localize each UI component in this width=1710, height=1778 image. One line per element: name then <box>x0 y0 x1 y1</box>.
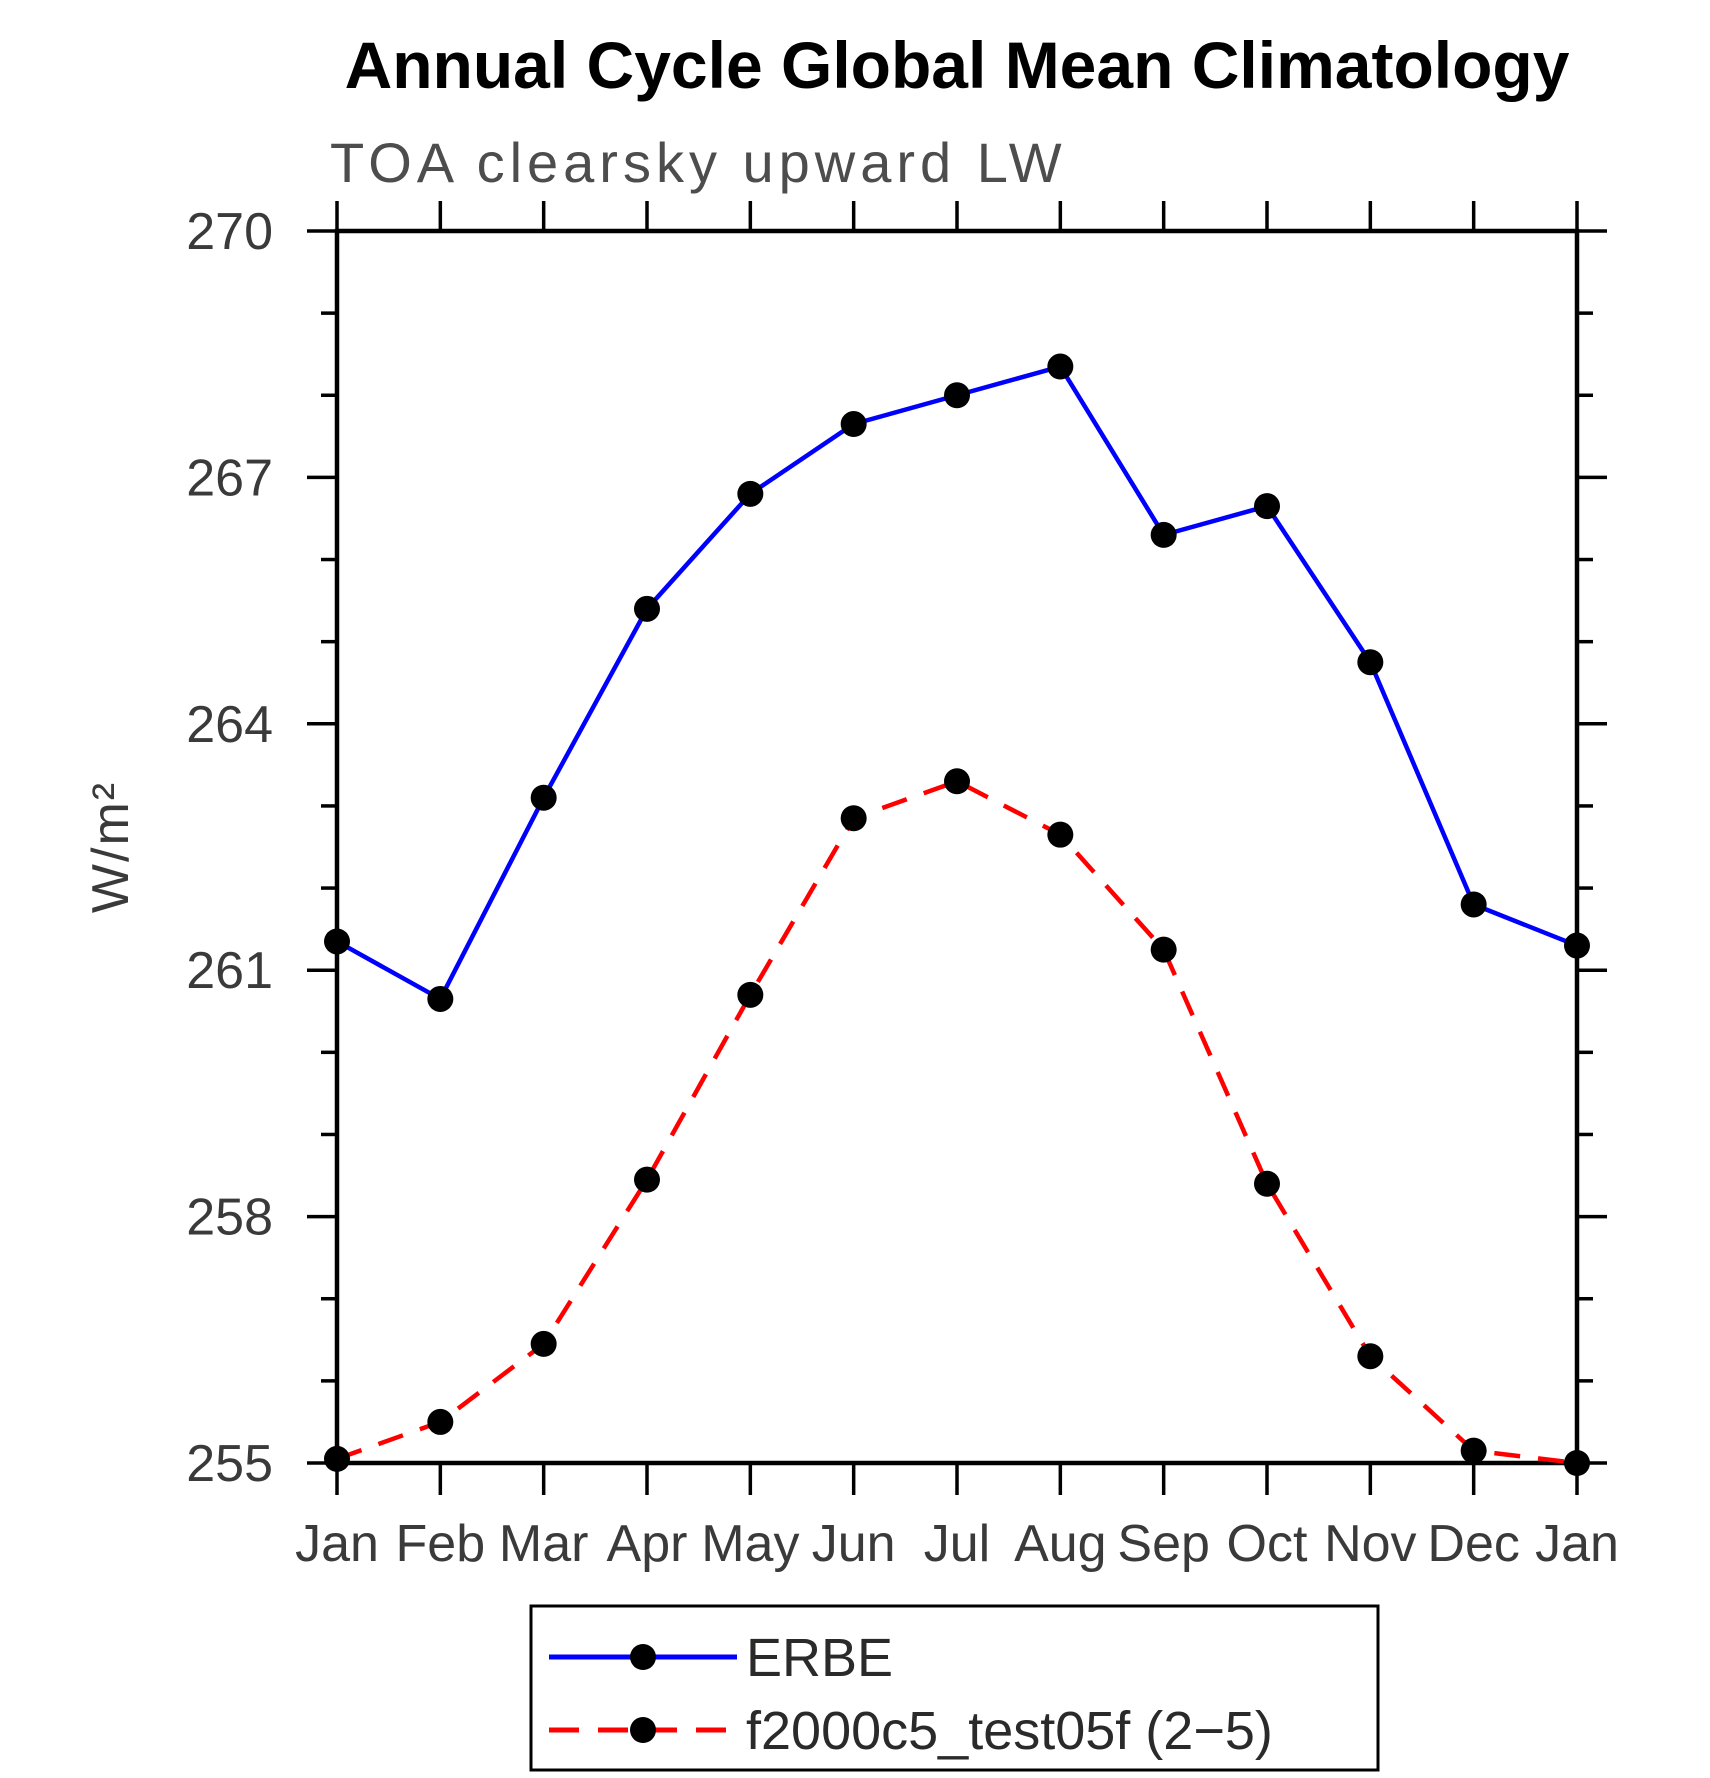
data-point-series-0 <box>634 595 660 622</box>
data-point-series-1 <box>1047 821 1074 848</box>
data-point-series-0 <box>530 784 557 811</box>
x-tick-label: Jan <box>295 1515 379 1573</box>
legend: ERBE f2000c5_test05f (2−5) <box>529 1604 1380 1772</box>
data-point-series-1 <box>427 1408 454 1435</box>
series-line-0 <box>335 364 1578 1002</box>
data-point-series-0 <box>324 928 350 955</box>
legend-marker-erbe <box>630 1644 656 1670</box>
legend-label-f2000c5: f2000c5_test05f (2−5) <box>746 1701 1273 1761</box>
data-point-series-1 <box>324 1445 350 1472</box>
plot-area: Jan Feb Mar Apr May Jun Jul Aug Sep Oct Nov Dec Jan 2… <box>186 201 1619 1573</box>
data-point-series-0 <box>1254 493 1280 520</box>
data-point-series-0 <box>944 382 970 409</box>
x-tick-label: Aug <box>1014 1515 1107 1573</box>
data-point-series-1 <box>944 768 970 795</box>
data-point-series-0 <box>737 480 764 507</box>
legend-box <box>529 1604 1380 1772</box>
data-point-series-0 <box>840 411 867 438</box>
x-tick-label: Sep <box>1117 1515 1210 1573</box>
data-point-series-0 <box>1564 932 1590 959</box>
x-tick-label: Nov <box>1324 1515 1416 1573</box>
x-tick-label: Dec <box>1427 1515 1519 1573</box>
x-tick-label: Apr <box>607 1515 688 1573</box>
y-tick-label: 264 <box>186 696 273 754</box>
data-point-series-0 <box>1357 649 1384 676</box>
y-tick-label: 270 <box>186 203 273 261</box>
y-tick-label: 258 <box>186 1189 273 1247</box>
data-point-series-1 <box>1460 1437 1487 1464</box>
data-point-series-0 <box>1150 521 1177 548</box>
data-point-series-1 <box>1150 936 1177 963</box>
x-tick-label: Oct <box>1227 1515 1308 1573</box>
data-point-series-1 <box>1254 1170 1280 1197</box>
y-axis-label: W/m² <box>82 781 140 913</box>
x-tick-label: Mar <box>499 1515 589 1573</box>
y-tick-label: 261 <box>186 942 273 1000</box>
data-point-series-1 <box>840 805 867 832</box>
data-point-series-1 <box>1564 1450 1590 1476</box>
y-tick-label: 255 <box>186 1435 273 1493</box>
plot-frame <box>334 228 1580 1466</box>
x-tick-label: Feb <box>396 1515 486 1573</box>
y-tick-label: 267 <box>186 449 273 507</box>
data-point-series-0 <box>427 985 454 1012</box>
legend-label-erbe: ERBE <box>746 1628 893 1688</box>
x-tick-label: Jul <box>924 1515 990 1573</box>
data-point-series-0 <box>1047 353 1074 380</box>
data-point-series-0 <box>1460 891 1487 918</box>
data-point-series-1 <box>634 1166 660 1193</box>
chart-subtitle: TOA clearsky upward LW <box>330 131 1067 194</box>
x-tick-label: Jun <box>812 1515 896 1573</box>
chart-title: Annual Cycle Global Mean Climatology <box>345 28 1570 102</box>
data-point-series-1 <box>530 1330 557 1357</box>
data-point-series-1 <box>1357 1343 1384 1370</box>
x-tick-label: May <box>701 1515 799 1573</box>
data-point-series-1 <box>737 981 764 1008</box>
x-tick-label: Jan <box>1535 1515 1619 1573</box>
legend-marker-f2000c5 <box>630 1717 656 1743</box>
series-line-1 <box>336 779 1578 1466</box>
